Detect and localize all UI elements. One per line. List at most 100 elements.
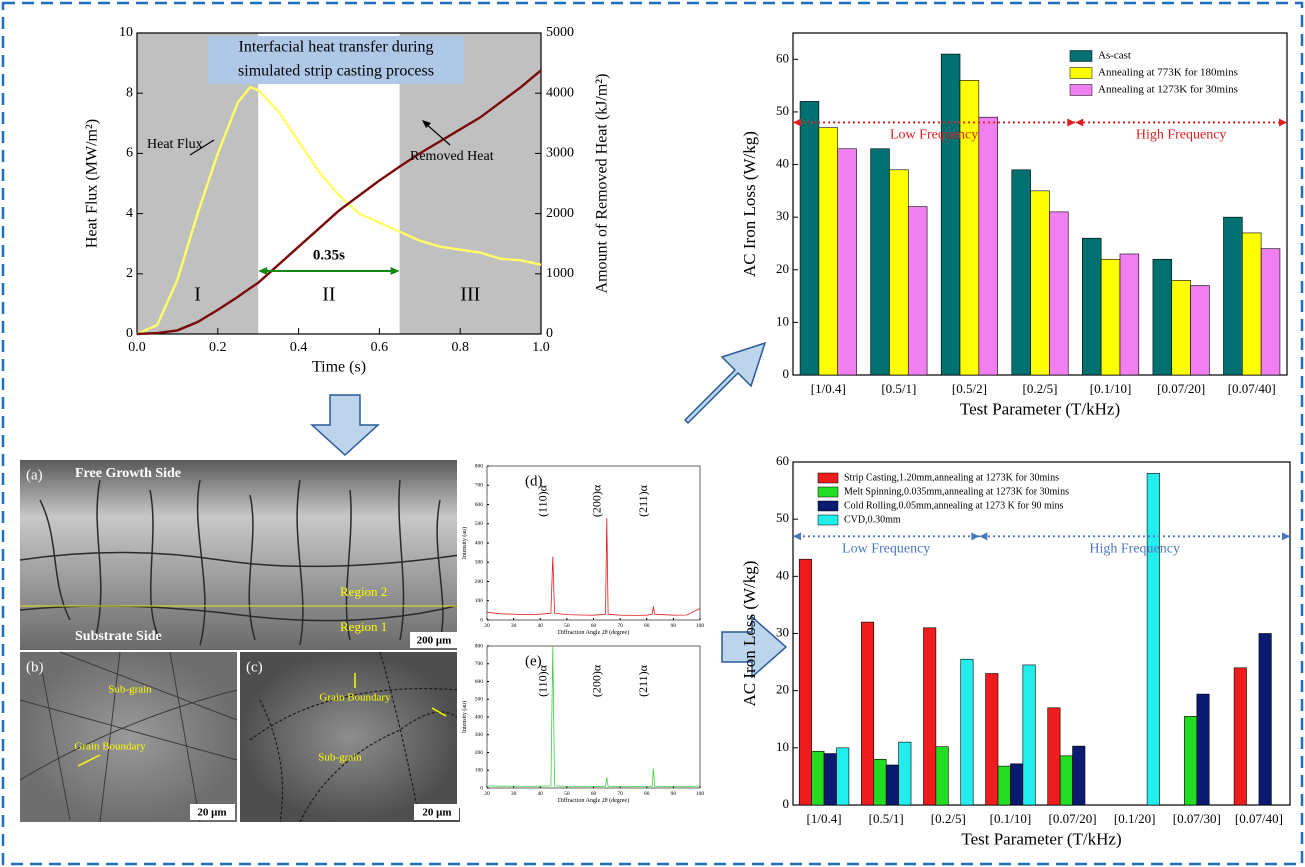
micrograph-c: (c) Grain Boundary Sub-grain 20 μm bbox=[240, 651, 461, 823]
plot-frame bbox=[136, 32, 542, 335]
bar bbox=[960, 658, 974, 806]
region-label: I bbox=[194, 284, 201, 306]
y-axis-label: Intensity (au) bbox=[461, 701, 468, 733]
x-tick-label: [0.2/5] bbox=[1022, 381, 1057, 396]
panel-label: (e) bbox=[525, 653, 542, 669]
x-tick-label: 80 bbox=[644, 791, 650, 797]
y-tick-label: 2 bbox=[126, 266, 133, 281]
bar bbox=[1059, 755, 1073, 806]
y-tick-label: 300 bbox=[475, 560, 484, 566]
x-tick-label: 90 bbox=[671, 623, 677, 629]
region-label: II bbox=[322, 284, 335, 306]
bar bbox=[1152, 258, 1173, 376]
y-tick-label: 600 bbox=[475, 679, 484, 685]
title-box bbox=[208, 36, 464, 84]
y-tick-label: 700 bbox=[475, 661, 484, 667]
x-axis-label: Diffraction Angle 2θ (degree) bbox=[558, 629, 629, 636]
frequency-label: Low Frequency bbox=[890, 128, 978, 143]
x-tick-label: 30 bbox=[511, 623, 517, 629]
arrowhead bbox=[1067, 118, 1076, 127]
arrowhead bbox=[979, 532, 988, 541]
y-tick-label: 0 bbox=[783, 796, 790, 811]
bar bbox=[1100, 258, 1121, 376]
x-tick-label: 0.4 bbox=[290, 340, 308, 355]
y2-tick-label: 5000 bbox=[546, 25, 574, 40]
bar bbox=[1010, 763, 1024, 806]
x-tick-label: [0.5/1] bbox=[881, 381, 916, 396]
y-tick-label: 40 bbox=[776, 567, 789, 582]
bar bbox=[1258, 633, 1272, 806]
y-axis-label: AC Iron Loss (W/kg) bbox=[740, 131, 759, 277]
arrowhead bbox=[971, 532, 980, 541]
y-tick-label: 400 bbox=[475, 714, 484, 720]
series-annotation: Heat Flux bbox=[147, 137, 203, 152]
bar bbox=[985, 673, 999, 806]
x-tick-label: [0.2/5] bbox=[931, 811, 966, 826]
flow-arrow bbox=[683, 341, 767, 425]
annotation-arrow bbox=[424, 122, 451, 146]
y2-axis-label: Amount of Removed Heat (kJ/m²) bbox=[594, 74, 611, 294]
bar bbox=[907, 206, 928, 376]
x-tick-label: 20 bbox=[484, 791, 490, 797]
y-tick-label: 600 bbox=[475, 502, 484, 508]
span-label: 0.35s bbox=[313, 247, 345, 263]
legend-label: Melt Spinning,0.035mm,annealing at 1273K… bbox=[844, 486, 1069, 497]
legend-label: Annealing at 1273K for 30mins bbox=[1098, 84, 1238, 96]
y-tick-label: 800 bbox=[475, 463, 484, 469]
arrowhead bbox=[1075, 118, 1084, 127]
y-tick-label: 400 bbox=[475, 540, 484, 546]
legend-swatch bbox=[1069, 67, 1093, 79]
x-tick-label: 0.2 bbox=[209, 340, 227, 355]
legend-label: Cold Rolling,0.05mm,annealing at 1273 K … bbox=[844, 500, 1064, 511]
y-tick-label: 100 bbox=[475, 598, 484, 604]
frequency-label: High Frequency bbox=[1089, 542, 1180, 557]
bar bbox=[1190, 285, 1210, 376]
data-line bbox=[486, 517, 701, 616]
scale-bar: 200 μm bbox=[417, 635, 452, 647]
bar bbox=[1196, 693, 1210, 806]
legend-label: As-cast bbox=[1098, 50, 1131, 62]
y-tick-label: 20 bbox=[776, 261, 789, 276]
bar bbox=[1119, 253, 1140, 376]
data-line bbox=[486, 645, 701, 787]
x-tick-label: [0.07/40] bbox=[1235, 811, 1283, 826]
micrograph-text: Substrate Side bbox=[75, 629, 162, 644]
y-tick-label: 50 bbox=[776, 510, 789, 525]
x-axis-label: Diffraction Angle 2θ (degree) bbox=[558, 797, 629, 804]
chart: Interfacial heat transfer during simulate… bbox=[83, 25, 610, 375]
y-tick-label: 50 bbox=[776, 103, 789, 118]
bar bbox=[978, 116, 998, 376]
y-tick-label: 20 bbox=[776, 682, 789, 697]
bar bbox=[823, 753, 837, 806]
bar bbox=[1233, 667, 1247, 806]
bar bbox=[798, 558, 812, 806]
bar bbox=[1242, 232, 1262, 376]
annotation-arrow bbox=[189, 139, 215, 156]
scale-bar: 20 μm bbox=[197, 807, 226, 819]
bar bbox=[935, 746, 949, 806]
x-tick-label: 70 bbox=[617, 623, 623, 629]
bar bbox=[861, 621, 875, 806]
bar bbox=[818, 127, 838, 376]
y-tick-label: 100 bbox=[475, 768, 484, 774]
micrograph-text: Region 1 bbox=[340, 619, 387, 634]
peak-label: (110)α bbox=[536, 484, 550, 517]
y-tick-label: 10 bbox=[119, 25, 133, 40]
x-tick-label: 60 bbox=[591, 623, 597, 629]
bar bbox=[1011, 169, 1031, 376]
bar bbox=[885, 764, 899, 806]
panel-label: (a) bbox=[26, 467, 43, 483]
x-tick-label: [0.5/1] bbox=[869, 811, 904, 826]
y-tick-label: 4 bbox=[126, 206, 133, 221]
x-tick-label: 60 bbox=[591, 791, 597, 797]
y-tick-label: 500 bbox=[475, 521, 484, 527]
bar bbox=[1082, 237, 1102, 376]
bar bbox=[836, 747, 850, 806]
x-tick-label: [0.5/2] bbox=[952, 381, 987, 396]
x-tick-label: [0.1/10] bbox=[1090, 381, 1132, 396]
x-tick-label: [0.07/20] bbox=[1049, 811, 1097, 826]
y-tick-label: 0 bbox=[480, 617, 483, 623]
bar bbox=[870, 148, 890, 376]
